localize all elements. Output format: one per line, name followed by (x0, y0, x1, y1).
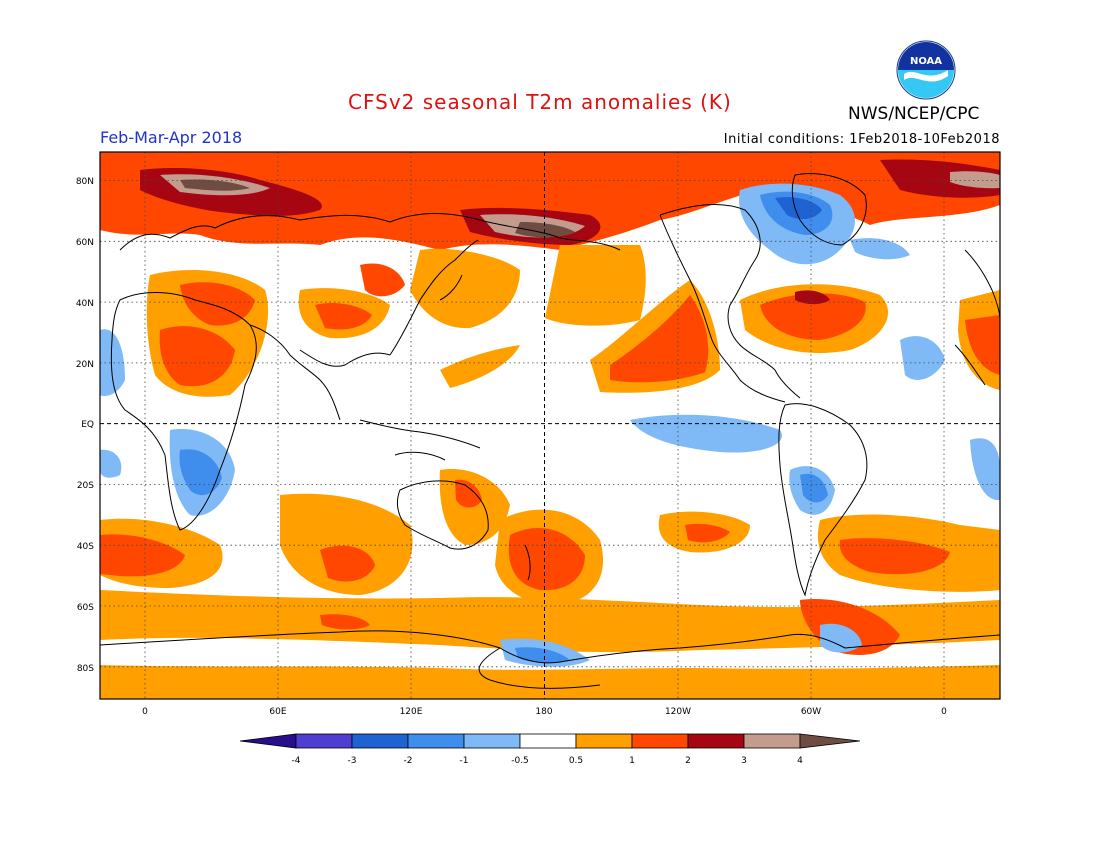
colorbar-swatch-1 (295, 733, 353, 749)
lat-label-eq: EQ (81, 420, 94, 430)
colorbar-tick: 4 (797, 756, 803, 766)
lat-label-80s: 80S (77, 664, 94, 674)
equator-dateline (100, 152, 1000, 699)
colorbar-tick: 3 (741, 756, 747, 766)
colorbar-swatch-6 (575, 733, 633, 749)
lon-label-0-east: 0 (941, 707, 947, 717)
lon-label-120e: 120E (400, 707, 423, 717)
colorbar (239, 733, 861, 749)
lat-label-40n: 40N (76, 299, 94, 309)
colorbar-tick: 1 (629, 756, 635, 766)
colorbar-swatch-8 (687, 733, 745, 749)
lon-label-120w: 120W (665, 707, 691, 717)
lon-label-0: 0 (142, 707, 148, 717)
lon-label-60w: 60W (801, 707, 821, 717)
colorbar-swatch-9 (743, 733, 801, 749)
agency-label: NWS/NCEP/CPC (848, 104, 980, 124)
lon-label-180: 180 (535, 707, 552, 717)
lat-label-40s: 40S (77, 542, 94, 552)
lat-label-80n: 80N (76, 177, 94, 187)
map-title: CFSv2 seasonal T2m anomalies (K) (348, 90, 732, 114)
graticule (100, 152, 1000, 699)
colorbar-swatch-7 (631, 733, 689, 749)
noaa-logo: NOAA (896, 40, 956, 100)
coastlines (100, 173, 1000, 689)
colorbar-swatch-5 (519, 733, 577, 749)
colorbar-swatch-3 (407, 733, 465, 749)
colorbar-ticks: -4 -3 -2 -1 -0.5 0.5 1 2 3 4 (292, 756, 804, 766)
colorbar-tick: -3 (348, 756, 357, 766)
lon-label-60e: 60E (269, 707, 286, 717)
colorbar-tick: 0.5 (569, 756, 583, 766)
lat-label-20n: 20N (76, 360, 94, 370)
colorbar-swatch-10 (799, 733, 861, 749)
lat-label-60n: 60N (76, 238, 94, 248)
lat-label-60s: 60S (77, 603, 94, 613)
colorbar-tick: -0.5 (511, 756, 529, 766)
forecast-period: Feb-Mar-Apr 2018 (100, 128, 243, 147)
colorbar-tick: 2 (685, 756, 691, 766)
colorbar-swatch-0 (239, 733, 297, 749)
colorbar-tick: -4 (292, 756, 301, 766)
colorbar-swatch-4 (463, 733, 521, 749)
map-frame (99, 151, 1001, 700)
colorbar-tick: -2 (404, 756, 413, 766)
lat-label-20s: 20S (77, 481, 94, 491)
colorbar-tick: -1 (460, 756, 469, 766)
initial-conditions: Initial conditions: 1Feb2018-10Feb2018 (723, 132, 1000, 147)
colorbar-swatch-2 (351, 733, 409, 749)
logo-text: NOAA (910, 56, 942, 67)
